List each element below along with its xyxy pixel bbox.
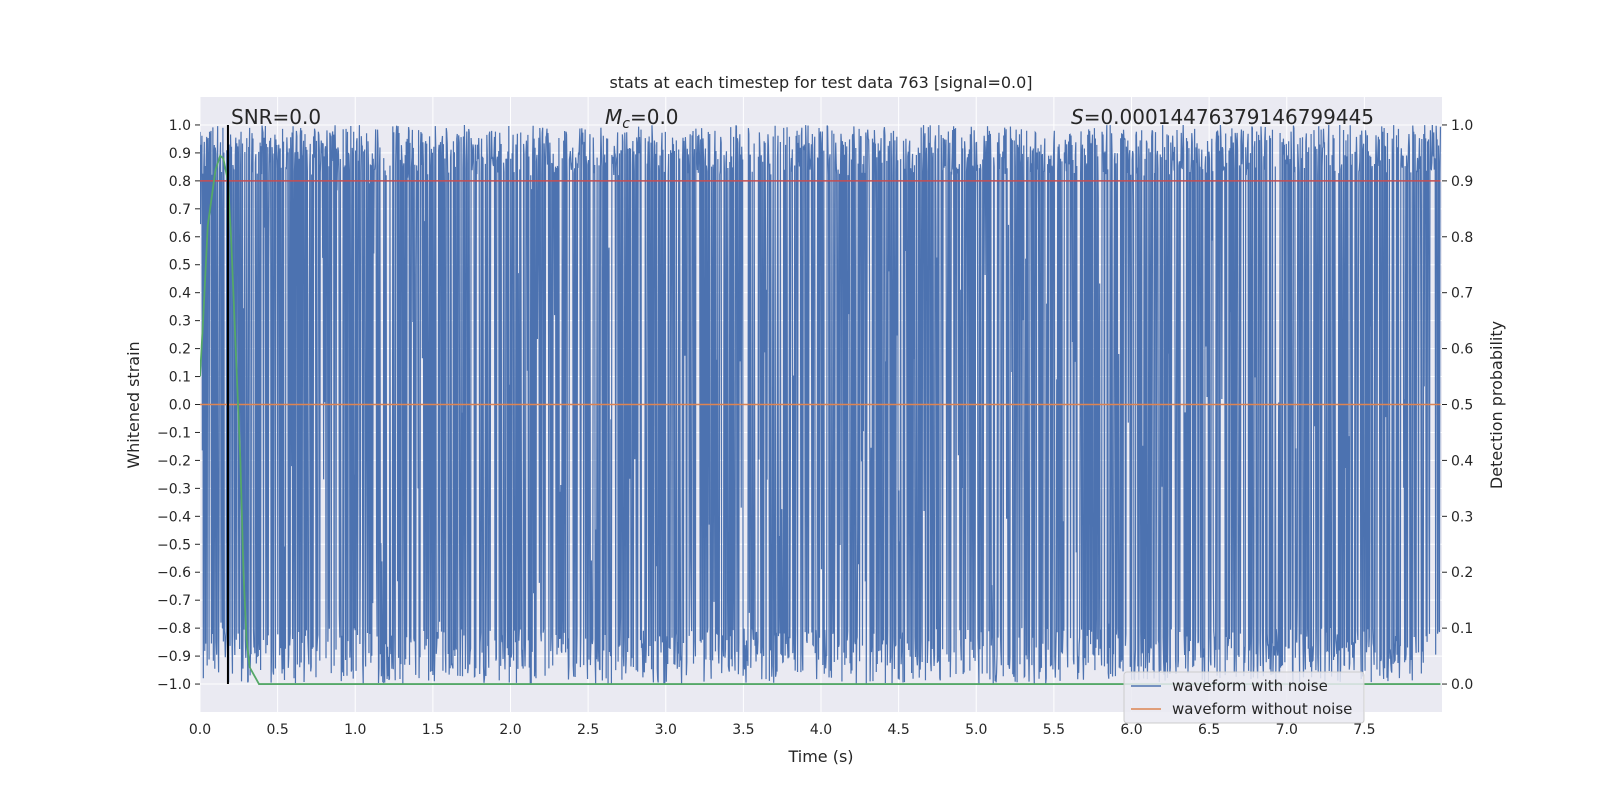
y-tick-label-left: 0.4 (169, 286, 191, 302)
y-tick-label-right: 0.4 (1451, 453, 1473, 469)
y-tick-label-left: 0.2 (169, 342, 191, 358)
x-tick-label: 7.0 (1276, 722, 1298, 738)
y-tick-label-right: 0.5 (1451, 398, 1473, 414)
y-tick-label-left: −0.4 (157, 509, 191, 525)
y-tick-label-left: −0.3 (157, 481, 191, 497)
y-tick-label-right: 0.6 (1451, 342, 1473, 358)
y-tick-label-left: 0.1 (169, 370, 191, 386)
x-tick-label: 1.0 (344, 722, 366, 738)
y-tick-label-right: 0.9 (1451, 174, 1473, 190)
y-ticks-right: 1.0 0.9 0.8 0.7 0.6 0.5 0.4 0.3 0.2 0.1 0.0 (1442, 118, 1473, 693)
y-axis-label-left: Whitened strain (124, 341, 143, 468)
x-tick-label: 6.5 (1198, 722, 1220, 738)
x-tick-label: 5.0 (965, 722, 987, 738)
legend-label-noise: waveform with noise (1172, 677, 1328, 695)
x-tick-label: 2.5 (577, 722, 599, 738)
x-tick-label: 1.5 (422, 722, 444, 738)
x-tick-label: 0.0 (189, 722, 211, 738)
x-axis-label: Time (s) (787, 747, 853, 766)
y-tick-label-left: −1.0 (157, 677, 191, 693)
y-tick-label-right: 0.7 (1451, 286, 1473, 302)
y-tick-label-left: −0.7 (157, 593, 191, 609)
legend-box (1123, 671, 1365, 724)
y-tick-label-left: 0.8 (169, 174, 191, 190)
y-tick-label-right: 0.1 (1451, 621, 1473, 637)
y-tick-label-left: −0.2 (157, 453, 191, 469)
mc-annotation: Mc=0.0 (605, 105, 679, 132)
y-tick-label-left: −0.9 (157, 649, 191, 665)
legend-label-clean: waveform without noise (1172, 700, 1352, 718)
y-tick-label-left: 1.0 (169, 118, 191, 134)
y-tick-label-left: −0.6 (157, 565, 191, 581)
y-tick-label-left: 0.7 (169, 202, 191, 218)
y-tick-label-right: 0.8 (1451, 230, 1473, 246)
y-tick-label-right: 0.2 (1451, 565, 1473, 581)
s-annotation: S=0.00014476379146799445 (1071, 105, 1374, 129)
y-tick-label-left: 0.5 (169, 258, 191, 274)
legend: waveform with noise waveform without noi… (1123, 671, 1365, 724)
x-tick-label: 5.5 (1043, 722, 1065, 738)
x-tick-label: 3.5 (732, 722, 754, 738)
series-lines (200, 124, 1441, 685)
y-tick-label-left: 0.0 (169, 398, 191, 414)
snr-annotation: SNR=0.0 (231, 105, 321, 129)
y-tick-label-left: −0.8 (157, 621, 191, 637)
y-tick-label-left: −0.5 (157, 537, 191, 553)
y-tick-label-left: 0.6 (169, 230, 191, 246)
noise-waveform (200, 124, 1442, 685)
y-tick-label-right: 1.0 (1451, 118, 1473, 134)
y-ticks-left: 1.0 0.9 0.8 0.7 0.6 0.5 0.4 0.3 0.2 0.1 0.0 −0.1 −0.… (157, 118, 200, 693)
y-tick-label-left: 0.3 (169, 314, 191, 330)
x-tick-label: 4.0 (810, 722, 832, 738)
x-tick-label: 2.0 (499, 722, 521, 738)
x-tick-label: 4.5 (887, 722, 909, 738)
detection-probability-line (200, 154, 1441, 685)
x-tick-label: 6.0 (1120, 722, 1142, 738)
series-noise (200, 124, 1442, 685)
x-ticks: 0.0 0.5 1.0 1.5 2.0 2.5 3.0 3.5 4.0 4.5 5.0 5.5 6.0 6… (189, 722, 1376, 738)
chart-title: stats at each timestep for test data 763… (609, 73, 1032, 92)
y-tick-label-left: −0.1 (157, 425, 191, 441)
y-tick-label-right: 0.0 (1451, 677, 1473, 693)
y-tick-label-left: 0.9 (169, 146, 191, 162)
y-tick-label-right: 0.3 (1451, 509, 1473, 525)
y-axis-label-right: Detection probability (1487, 321, 1506, 489)
x-tick-label: 0.5 (266, 722, 288, 738)
x-tick-label: 3.0 (655, 722, 677, 738)
x-tick-label: 7.5 (1353, 722, 1375, 738)
